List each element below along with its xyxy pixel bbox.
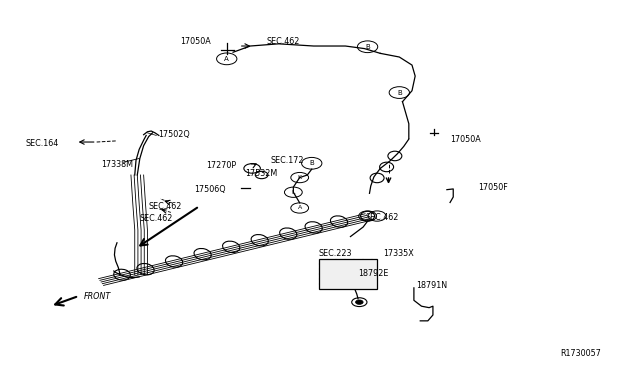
Text: 17050A: 17050A [180,37,211,46]
Text: K: K [298,175,302,180]
Circle shape [356,300,363,304]
Text: SEC.462: SEC.462 [139,215,173,224]
Text: 17506Q: 17506Q [195,185,226,194]
Bar [319,259,377,289]
Text: 17532M: 17532M [245,169,277,178]
Text: 17050F: 17050F [479,183,508,192]
Text: 17270P: 17270P [206,161,236,170]
Text: B: B [309,160,314,166]
Text: SEC.462: SEC.462 [266,37,300,46]
Text: A: A [298,205,302,211]
Text: SEC.462: SEC.462 [365,213,399,222]
Text: B: B [397,90,402,96]
Text: 18792E: 18792E [358,269,388,279]
Text: A: A [225,56,229,62]
Text: SEC.172: SEC.172 [271,156,304,165]
Text: 17335X: 17335X [383,249,414,258]
Text: 17050A: 17050A [450,135,481,144]
Text: SEC.164: SEC.164 [26,139,59,148]
Text: R1730057: R1730057 [560,349,601,358]
Text: B: B [365,44,370,50]
Text: L: L [292,190,295,195]
Text: 17502Q: 17502Q [158,130,190,139]
Text: SEC.223: SEC.223 [319,249,352,258]
Text: 17338M: 17338M [101,160,133,169]
Text: SEC.462: SEC.462 [148,202,182,211]
Text: FRONT: FRONT [84,292,111,301]
Text: 18791N: 18791N [417,281,447,290]
